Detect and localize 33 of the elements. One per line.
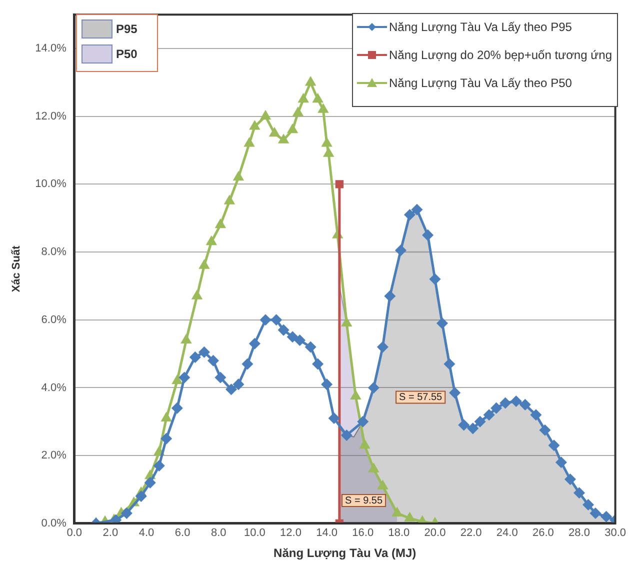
x-tick-label: 30.0 (604, 527, 626, 540)
x-tick-label: 2.0 (102, 527, 118, 540)
y-tick-label: 0.0% (41, 517, 67, 530)
legend-label: Năng Lượng Tàu Va Lấy theo P50 (389, 76, 572, 90)
y-tick-label: 4.0% (41, 382, 67, 394)
y-tick-label: 14.0% (35, 42, 67, 55)
x-tick-label: 6.0 (174, 527, 190, 540)
legend-label: P50 (116, 47, 138, 61)
x-tick-label: 22.0 (460, 527, 482, 540)
x-tick-label: 10.0 (244, 527, 266, 540)
y-tick-label: 2.0% (41, 450, 67, 462)
y-tick-label: 12.0% (35, 110, 67, 122)
x-tick-label: 26.0 (532, 527, 554, 540)
legend-label: Năng Lượng Tàu Va Lấy theo P95 (389, 20, 572, 34)
x-tick-label: 14.0 (316, 527, 338, 540)
annotation: S = 9.55 (345, 495, 383, 506)
y-tick-label: 6.0% (41, 314, 67, 326)
x-tick-label: 18.0 (388, 527, 410, 540)
x-axis-title: Năng Lượng Tàu Va (MJ) (274, 546, 416, 560)
x-tick-label: 24.0 (496, 527, 518, 540)
x-tick-label: 4.0 (138, 527, 154, 540)
y-tick-label: 8.0% (41, 246, 67, 258)
x-tick-label: 16.0 (352, 527, 374, 540)
x-tick-label: 8.0 (210, 527, 226, 540)
legend-label: Năng Lượng do 20% bẹp+uốn tương ứng (389, 48, 612, 62)
annotation: S = 57.55 (399, 392, 443, 403)
y-tick-label: 10.0% (35, 178, 67, 190)
x-tick-label: 12.0 (280, 527, 302, 540)
x-tick-label: 20.0 (424, 527, 446, 540)
x-tick-label: 28.0 (568, 527, 590, 540)
y-axis-title: Xác Suất (10, 245, 23, 292)
x-tick-label: 0.0 (66, 527, 82, 540)
legend-label: P95 (116, 22, 138, 36)
